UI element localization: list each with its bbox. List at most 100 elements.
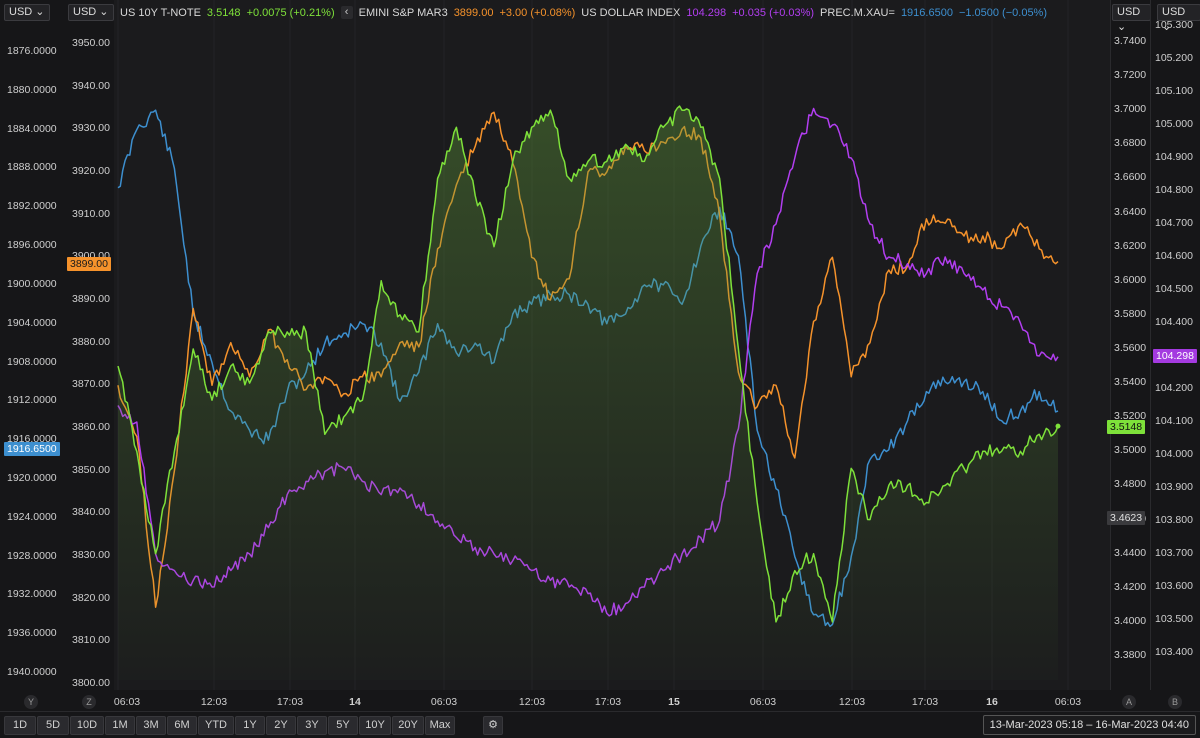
- axis-tick-label: 3.5600: [1114, 342, 1147, 354]
- axis-tick-label: 3.4000: [1114, 614, 1147, 627]
- range-button-6m[interactable]: 6M: [167, 716, 197, 735]
- range-button-max[interactable]: Max: [425, 716, 455, 735]
- legend-spx-name[interactable]: EMINI S&P MAR3: [358, 6, 448, 19]
- range-toolbar: 1D 5D 10D 1M 3M 6M YTD 1Y 2Y 3Y 5Y 10Y 20Y Max ⚙ 13-M…: [0, 711, 1200, 738]
- spx-price-axis[interactable]: USD ⌄ 3950.00 3940.00 3930.00 3920.00 3910.0…: [62, 0, 115, 690]
- range-button-ytd[interactable]: YTD: [198, 716, 234, 735]
- legend-spx-value: 3899.00: [453, 6, 494, 19]
- axis-tick-label: 3870.00: [72, 378, 110, 391]
- currency-label: USD: [1117, 6, 1141, 18]
- axis-tick-label: 3.7400: [1114, 35, 1147, 47]
- legend-tnote-change: +0.0075 (+0.21%): [246, 6, 335, 19]
- time-tick-label: 17:03: [911, 696, 939, 708]
- legend-dxy-name[interactable]: US DOLLAR INDEX: [581, 6, 681, 19]
- axis-tick-label: 3.3800: [1114, 649, 1147, 661]
- axis-tick-label: 1912.0000: [7, 394, 57, 407]
- axis-tick-label: 104.400: [1155, 316, 1193, 328]
- tnote-currency-select[interactable]: USD ⌄: [1112, 4, 1151, 33]
- axis-tick-label: 105.200: [1155, 52, 1193, 64]
- range-button-1m[interactable]: 1M: [105, 716, 135, 735]
- spx-currency-select[interactable]: USD ⌄: [68, 4, 114, 21]
- b-axis-letter: B: [1168, 695, 1182, 709]
- dxy-price-axis[interactable]: USD ⌄ 105.300 105.200 105.100 105.000 104.90…: [1150, 0, 1200, 690]
- time-tick-label: 06:03: [113, 696, 141, 708]
- range-button-2y[interactable]: 2Y: [266, 716, 296, 735]
- tnote-reference-tag: 3.4623: [1107, 511, 1146, 525]
- axis-tick-label: 3800.00: [72, 677, 110, 689]
- legend-xau-name[interactable]: PREC.M.XAU=: [820, 6, 895, 19]
- axis-tick-label: 3.6600: [1114, 171, 1147, 184]
- chevron-down-icon: ⌄: [35, 6, 45, 18]
- range-button-10d[interactable]: 10D: [70, 716, 104, 735]
- range-button-5d[interactable]: 5D: [37, 716, 69, 735]
- axis-tick-label: 104.600: [1155, 250, 1193, 262]
- legend-tnote-name[interactable]: US 10Y T-NOTE: [120, 6, 201, 19]
- dxy-currency-select[interactable]: USD ⌄: [1157, 4, 1200, 33]
- price-chart[interactable]: [114, 0, 1110, 690]
- legend-spx-change: +3.00 (+0.08%): [499, 6, 576, 19]
- currency-label: USD: [73, 6, 97, 18]
- axis-tick-label: 3.4200: [1114, 580, 1147, 593]
- axis-tick-label: 3.5200: [1114, 410, 1147, 423]
- range-button-1y[interactable]: 1Y: [235, 716, 265, 735]
- gear-icon[interactable]: ⚙: [483, 716, 503, 735]
- axis-tick-label: 3.6400: [1114, 205, 1147, 218]
- time-tick-label: 06:03: [749, 696, 777, 708]
- axis-tick-label: 1896.0000: [7, 239, 57, 252]
- axis-tick-label: 105.100: [1155, 85, 1193, 97]
- y-axis-letter: Y: [24, 695, 38, 709]
- xau-price-axis[interactable]: USD ⌄ 1876.0000 1880.0000 1884.0000 1888.00…: [0, 0, 63, 690]
- axis-tick-label: 1920.0000: [7, 471, 57, 484]
- axis-tick-label: 103.900: [1155, 481, 1193, 493]
- axis-tick-label: 104.200: [1155, 382, 1193, 394]
- time-tick-label: 17:03: [594, 696, 622, 708]
- axis-tick-label: 1928.0000: [7, 549, 57, 562]
- axis-tick-label: 3850.00: [72, 463, 110, 476]
- currency-label: USD: [1162, 6, 1186, 18]
- a-axis-letter: A: [1122, 695, 1136, 709]
- range-button-3y[interactable]: 3Y: [297, 716, 327, 735]
- spx-current-tag: 3899.00: [67, 257, 111, 271]
- tnote-yield-axis[interactable]: USD ⌄ 3.7400 3.7200 3.7000 3.6800 3.6600 3.64…: [1110, 0, 1151, 690]
- range-button-5y[interactable]: 5Y: [328, 716, 358, 735]
- axis-tick-label: 104.000: [1155, 448, 1193, 460]
- axis-tick-label: 1940.0000: [7, 666, 57, 678]
- z-axis-letter: Z: [82, 695, 96, 709]
- range-button-1d[interactable]: 1D: [4, 716, 36, 735]
- axis-tick-label: 1924.0000: [7, 510, 57, 523]
- axis-tick-label: 3890.00: [72, 293, 110, 305]
- legend-tnote-value: 3.5148: [206, 6, 241, 19]
- time-tick-label: 12:03: [200, 696, 228, 708]
- legend-xau-change: −1.0500 (−0.05%): [958, 6, 1048, 19]
- axis-tick-label: 1876.0000: [7, 45, 57, 57]
- currency-label: USD: [9, 6, 33, 18]
- time-tick-label: 14: [349, 696, 361, 708]
- tnote-current-tag: 3.5148: [1107, 420, 1146, 434]
- time-tick-label: 12:03: [838, 696, 866, 708]
- axis-tick-label: 3.6200: [1114, 239, 1147, 252]
- axis-tick-label: 3.4800: [1114, 478, 1147, 491]
- xau-current-tag: 1916.6500: [4, 442, 60, 456]
- axis-tick-label: 104.100: [1155, 415, 1193, 427]
- range-button-20y[interactable]: 20Y: [392, 716, 424, 735]
- legend-dxy-value: 104.298: [686, 6, 727, 19]
- axis-tick-label: 103.400: [1155, 646, 1193, 658]
- axis-tick-label: 1880.0000: [7, 83, 57, 96]
- range-button-10y[interactable]: 10Y: [359, 716, 391, 735]
- axis-tick-label: 105.000: [1155, 118, 1193, 130]
- axis-tick-label: 3.5800: [1114, 307, 1147, 320]
- axis-tick-label: 104.700: [1155, 217, 1193, 229]
- collapse-legend-icon[interactable]: ‹: [340, 6, 353, 19]
- axis-tick-label: 3820.00: [72, 591, 110, 604]
- axis-tick-label: 3880.00: [72, 335, 110, 348]
- axis-tick-label: 3910.00: [72, 207, 110, 220]
- axis-tick-label: 3.6800: [1114, 137, 1147, 150]
- xau-currency-select[interactable]: USD ⌄: [4, 4, 50, 21]
- date-range-display[interactable]: 13-Mar-2023 05:18 – 16-Mar-2023 04:40: [982, 715, 1196, 735]
- time-tick-label: 12:03: [518, 696, 546, 708]
- chart-plot-area[interactable]: [114, 0, 1110, 690]
- axis-tick-label: 1888.0000: [7, 161, 57, 174]
- axis-tick-label: 103.800: [1155, 514, 1193, 526]
- range-button-3m[interactable]: 3M: [136, 716, 166, 735]
- chevron-down-icon: ⌄: [1117, 21, 1127, 33]
